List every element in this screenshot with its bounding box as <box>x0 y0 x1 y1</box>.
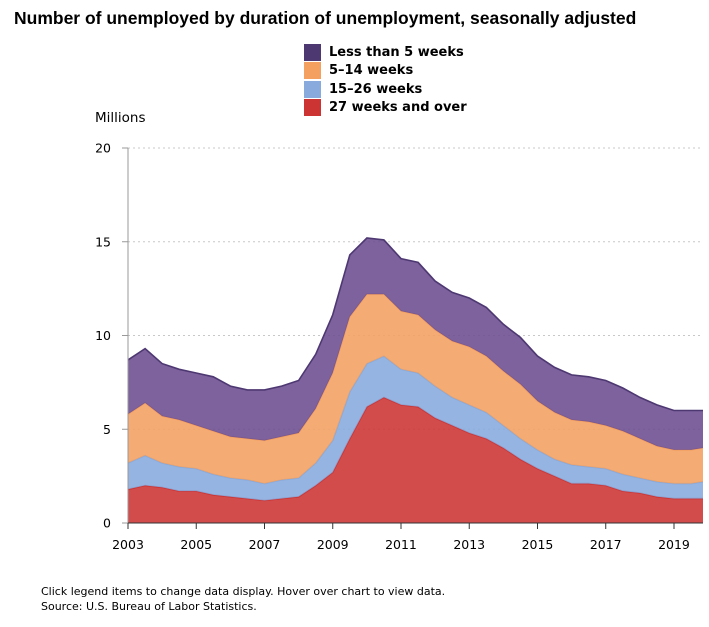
y-tick-label: 20 <box>95 141 111 156</box>
area-series-less-than-5-weeks <box>128 238 703 450</box>
legend-item-less-than-5-weeks[interactable]: Less than 5 weeks <box>304 43 467 62</box>
legend-label: 5–14 weeks <box>329 63 414 79</box>
x-tick-label: 2005 <box>180 537 212 552</box>
legend-label: 15–26 weeks <box>329 81 423 97</box>
y-tick-label: 0 <box>103 516 111 531</box>
y-tick-label: 5 <box>103 422 111 437</box>
x-tick-label: 2013 <box>453 537 485 552</box>
y-tick-label: 15 <box>95 234 111 249</box>
legend-swatch <box>304 80 321 98</box>
x-tick-label: 2003 <box>112 537 144 552</box>
legend-swatch <box>304 99 321 117</box>
x-tick-label: 2007 <box>249 537 281 552</box>
area-series-5-14-weeks <box>128 294 703 484</box>
legend-item-15-26-weeks[interactable]: 15–26 weeks <box>304 80 467 99</box>
x-tick-label: 2015 <box>522 537 554 552</box>
area-series-15-26-weeks <box>128 356 703 501</box>
legend-label: Less than 5 weeks <box>329 44 464 60</box>
chart-title: Number of unemployed by duration of unem… <box>14 8 637 28</box>
x-tick-label: 2019 <box>658 537 690 552</box>
chart-legend: Less than 5 weeks 5–14 weeks 15–26 weeks… <box>304 43 467 117</box>
legend-swatch <box>304 43 321 61</box>
y-axis-label: Millions <box>95 110 146 126</box>
footer-note: Click legend items to change data displa… <box>41 585 446 598</box>
area-series-27-weeks-and-over <box>128 397 703 523</box>
legend-item-5-14-weeks[interactable]: 5–14 weeks <box>304 62 467 81</box>
chart-footer: Click legend items to change data displa… <box>41 584 445 614</box>
x-tick-label: 2009 <box>317 537 349 552</box>
legend-item-27-weeks-and-over[interactable]: 27 weeks and over <box>304 99 467 118</box>
legend-label: 27 weeks and over <box>329 100 467 116</box>
series-line-less-than-5-weeks <box>127 237 703 412</box>
y-tick-label: 10 <box>95 328 111 343</box>
legend-swatch <box>304 62 321 80</box>
footer-source: Source: U.S. Bureau of Labor Statistics. <box>41 600 257 613</box>
x-tick-label: 2017 <box>590 537 622 552</box>
x-tick-label: 2011 <box>385 537 417 552</box>
